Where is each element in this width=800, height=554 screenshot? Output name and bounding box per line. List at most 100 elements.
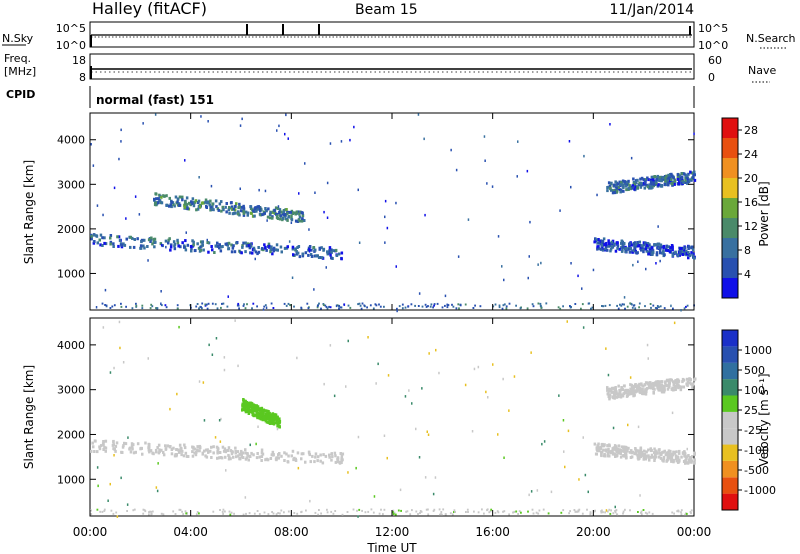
echo-cell	[170, 448, 174, 451]
echo-cell	[112, 440, 115, 444]
echo-cell	[244, 241, 247, 245]
ground-scatter-cell	[620, 304, 623, 307]
echo-cell	[693, 461, 696, 465]
echo-cell	[693, 256, 696, 260]
noise-cell	[693, 132, 695, 136]
ground-scatter-cell	[228, 510, 231, 513]
ground-scatter-cell	[410, 303, 413, 306]
echo-cell	[227, 457, 231, 461]
noise-cell	[287, 137, 289, 140]
nsearch-label: N.Search	[746, 32, 796, 45]
echo-cell	[224, 455, 227, 459]
echo-cell	[290, 218, 294, 222]
noise-cell	[244, 496, 247, 499]
echo-cell	[682, 181, 685, 184]
noise-cell	[264, 189, 267, 193]
colorbar-tick-label: 24	[744, 148, 758, 161]
noise-cell	[647, 357, 649, 360]
ground-scatter-cell	[149, 307, 152, 310]
echo-cell	[691, 176, 695, 180]
nsearch-tick-top: 10^5	[698, 22, 728, 35]
echo-cell	[607, 181, 611, 185]
ground-scatter-cell	[459, 304, 462, 307]
echo-cell	[272, 415, 275, 419]
echo-cell	[216, 244, 220, 248]
echo-cell	[167, 241, 170, 245]
ground-scatter-cell	[591, 306, 594, 309]
ground-scatter-cell	[206, 307, 209, 310]
noise-cell	[564, 465, 566, 469]
echo-cell	[321, 461, 325, 465]
ground-scatter-cell	[622, 510, 625, 513]
echo-cell	[209, 449, 212, 453]
echo-cell	[618, 392, 621, 396]
echo-cell	[112, 242, 115, 246]
noise-cell	[508, 409, 510, 412]
noise-cell	[335, 304, 338, 308]
echo-cell	[611, 386, 614, 390]
echo-cell	[669, 449, 672, 453]
noise-cell	[142, 122, 144, 125]
echo-cell	[299, 210, 302, 214]
echo-cell	[194, 453, 198, 457]
echo-cell	[336, 460, 340, 464]
echo-cell	[642, 391, 646, 394]
echo-cell	[203, 449, 206, 453]
y-tick-label: 2000	[57, 223, 85, 236]
ground-scatter-cell	[581, 512, 584, 515]
echo-cell	[669, 178, 673, 181]
noise-cell	[107, 499, 109, 502]
echo-cell	[300, 211, 304, 215]
echo-cell	[691, 248, 695, 252]
ground-scatter-cell	[221, 510, 224, 513]
echo-cell	[280, 454, 283, 458]
ground-scatter-cell	[372, 307, 375, 310]
echo-cell	[204, 454, 207, 458]
colorbar-swatch	[722, 278, 738, 298]
noise-cell	[503, 278, 505, 282]
echo-cell	[241, 244, 244, 248]
ground-scatter-cell	[629, 509, 631, 512]
nsky-strip-frame	[89, 21, 695, 48]
ground-scatter-cell	[466, 508, 469, 511]
echo-cell	[224, 449, 227, 453]
echo-cell	[653, 447, 656, 451]
colorbar-swatch	[722, 493, 738, 510]
ground-scatter-cell	[283, 302, 286, 305]
ground-scatter-cell	[233, 512, 235, 515]
noise-cell	[155, 486, 158, 489]
echo-cell	[222, 208, 225, 212]
echo-cell	[209, 208, 212, 212]
echo-cell	[249, 205, 253, 209]
ground-scatter-cell	[135, 302, 137, 305]
ground-scatter-cell	[300, 511, 302, 514]
noise-cell	[206, 238, 208, 242]
ground-scatter-cell	[427, 305, 429, 308]
ground-scatter-cell	[409, 513, 412, 516]
noise-cell	[657, 225, 659, 228]
ground-scatter-cell	[671, 511, 674, 514]
echo-cell	[663, 388, 666, 392]
ground-scatter-cell	[569, 305, 571, 307]
noise-cell	[395, 201, 397, 205]
echo-cell	[285, 452, 288, 456]
echo-cell	[191, 450, 194, 454]
echo-cell	[630, 243, 633, 247]
y-tick-label: 3000	[57, 178, 85, 191]
echo-cell	[276, 248, 279, 252]
echo-cell	[657, 387, 660, 391]
echo-cell	[271, 450, 275, 454]
noise-cell	[450, 148, 452, 152]
noise-cell	[680, 309, 682, 312]
ground-scatter-cell	[432, 306, 434, 309]
echo-cell	[688, 377, 691, 381]
ground-scatter-cell	[363, 304, 366, 307]
echo-cell	[326, 250, 329, 254]
ground-scatter-cell	[270, 302, 273, 305]
echo-cell	[149, 240, 152, 243]
ground-scatter-cell	[252, 302, 255, 305]
ground-scatter-cell	[101, 302, 104, 305]
echo-cell	[639, 185, 643, 189]
echo-cell	[207, 241, 211, 245]
